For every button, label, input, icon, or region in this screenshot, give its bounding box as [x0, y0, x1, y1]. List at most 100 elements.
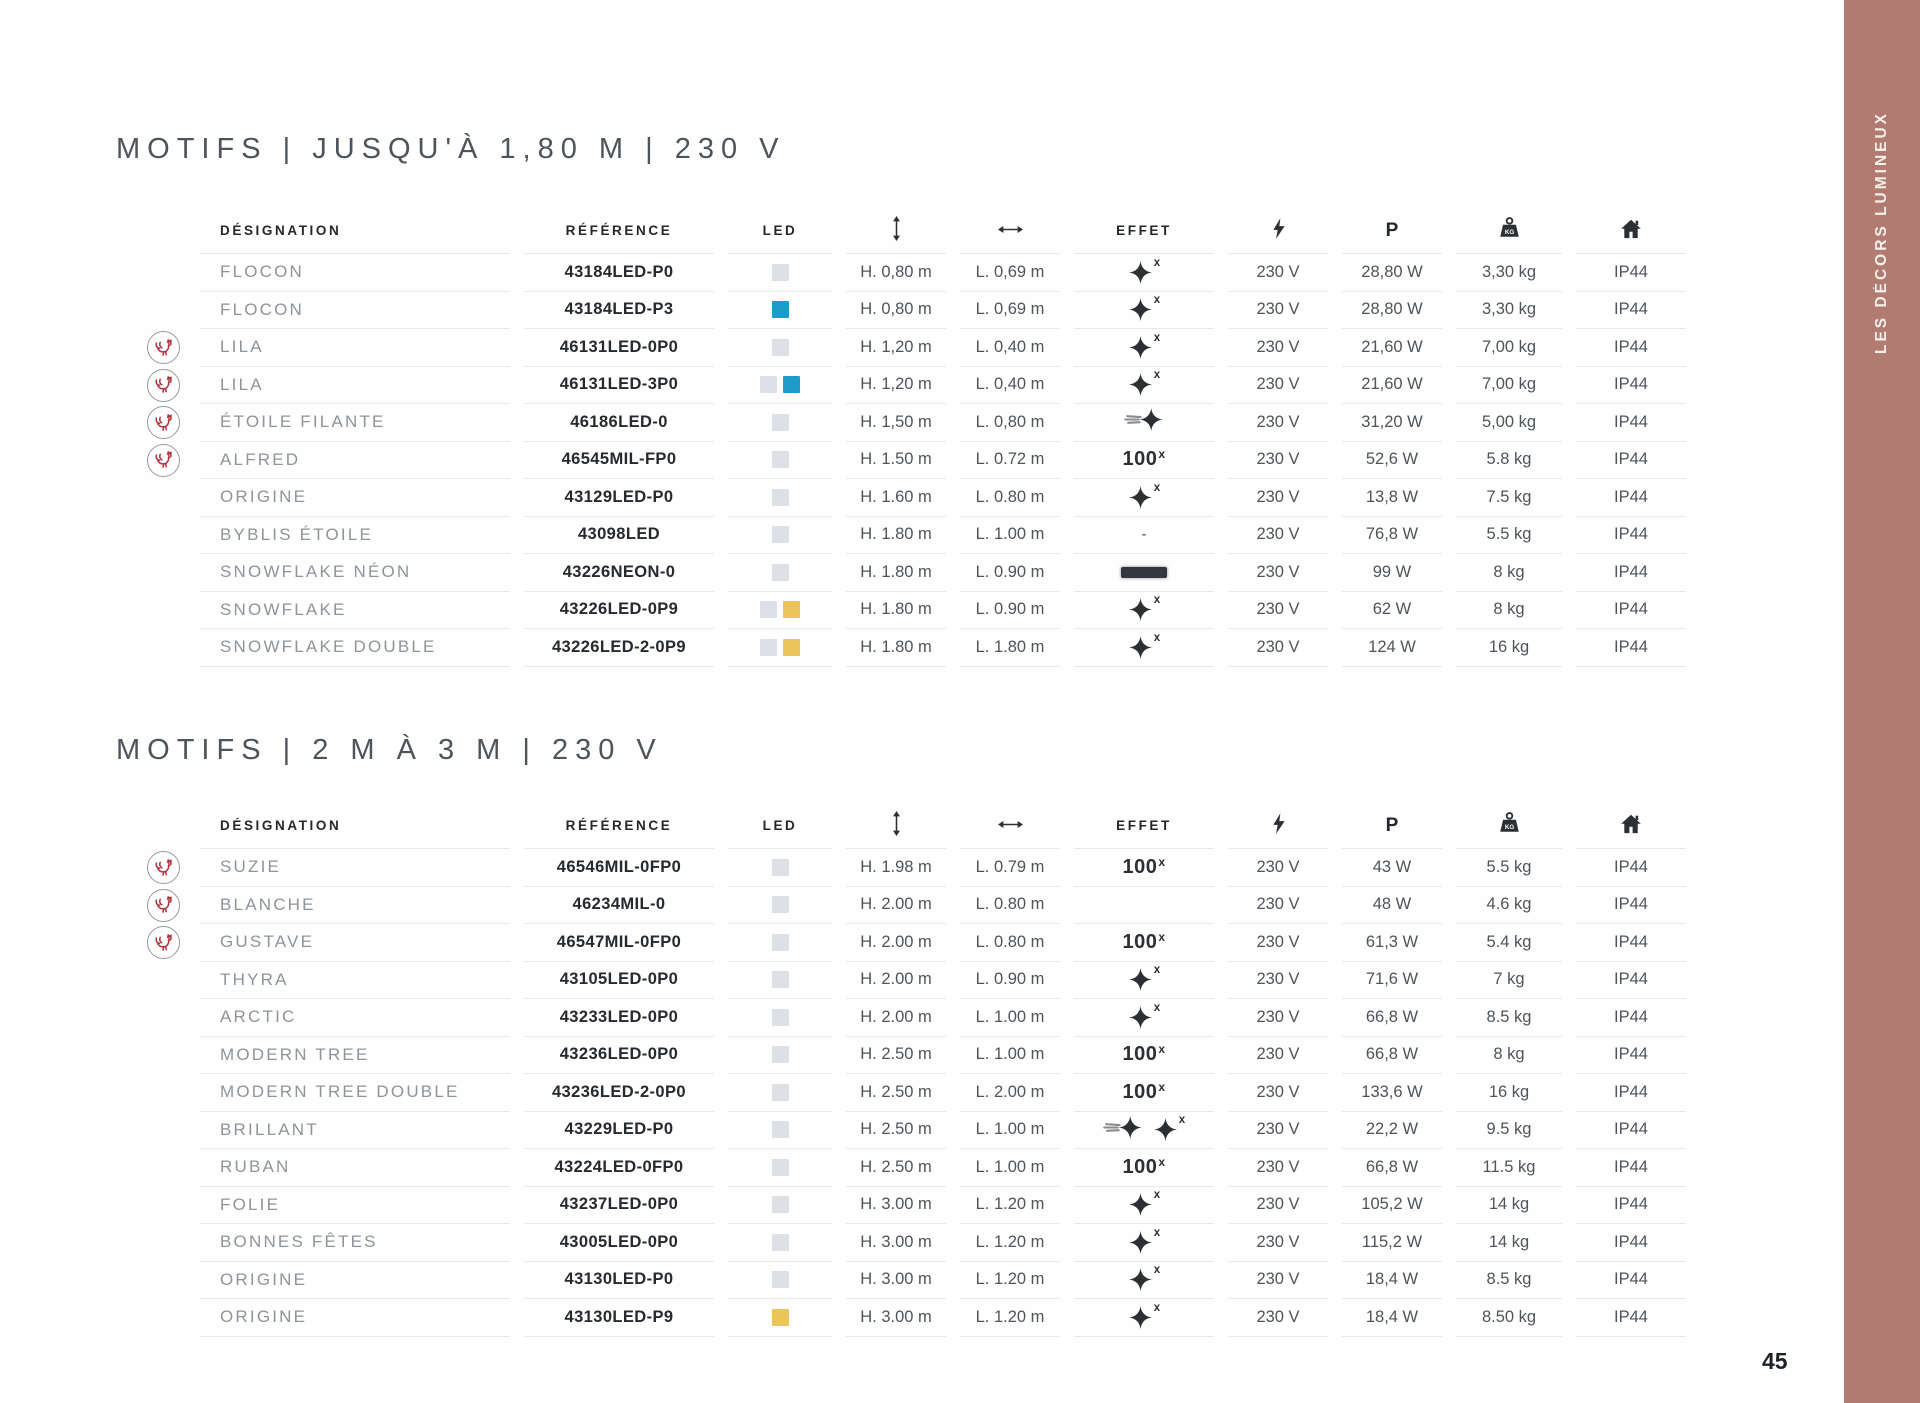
height-column-icon: [891, 215, 902, 246]
led-color-cell: [728, 1299, 832, 1337]
product-effect: x: [1074, 962, 1214, 999]
product-effect: [1074, 404, 1214, 442]
led-gray-swatch: [771, 896, 789, 914]
effect-cell-content: x: [1128, 964, 1160, 992]
effect-cell-content: 100 x: [1122, 1042, 1165, 1066]
twinkle-effect-icon: x: [1128, 257, 1160, 285]
product-designation: ORIGINE: [200, 1262, 510, 1299]
product-weight: 8.5 kg: [1456, 1262, 1562, 1299]
effect-cell-content: x: [1128, 1264, 1160, 1292]
led-gray-swatch: [771, 1271, 789, 1289]
product-width: L. 1.00 m: [960, 517, 1060, 554]
voltage-column-icon: [1228, 803, 1328, 849]
product-weight: 7,00 kg: [1456, 367, 1562, 404]
product-width: L. 0.80 m: [960, 887, 1060, 924]
product-ip-rating: IP44: [1576, 254, 1686, 292]
product-ip-rating: IP44: [1576, 367, 1686, 404]
table-row: ARCTIC 43233LED-0P0 H. 2.00 m L. 1.00 m x 230…: [140, 999, 1686, 1037]
led-gray-swatch: [771, 1046, 789, 1064]
product-voltage: 230 V: [1228, 924, 1328, 962]
weight-column-icon: KG: [1496, 811, 1523, 841]
product-height: H. 2.50 m: [846, 1074, 946, 1112]
product-reference: 43236LED-0P0: [524, 1037, 714, 1074]
led-blue-swatch: [783, 376, 800, 394]
table-row: BRILLANT 43229LED-P0 H. 2.50 m L. 1.00 m x 23…: [140, 1112, 1686, 1149]
table-row: FOLIE 43237LED-0P0 H. 3.00 m L. 1.20 m x 230 …: [140, 1187, 1686, 1224]
weight-column-icon: KG: [1496, 216, 1523, 246]
led-color-cell: [728, 479, 832, 517]
product-designation: LILA: [200, 367, 510, 404]
height-column-icon: [846, 803, 946, 849]
twinkle-multiplier: x: [1178, 1114, 1186, 1127]
made-in-france-rooster-icon: [146, 851, 180, 885]
led-color-cell: [728, 924, 832, 962]
comet-effect-icon: [1102, 1115, 1143, 1145]
product-effect: x: [1074, 479, 1214, 517]
twinkle-multiplier: x: [1153, 369, 1161, 382]
product-height: H. 3.00 m: [846, 1187, 946, 1224]
effect-cell-content: x: [1128, 257, 1160, 285]
product-effect: x: [1074, 292, 1214, 329]
effect-cell-content: x: [1128, 1002, 1160, 1030]
product-voltage: 230 V: [1228, 629, 1328, 667]
product-effect: x: [1074, 254, 1214, 292]
led-gray-swatch: [771, 413, 789, 431]
products-table-motifs-small: DÉSIGNATION RÉFÉRENCE LED EFFET P KG FLOCON 431…: [140, 208, 1686, 667]
made-in-france-rooster-icon: [146, 331, 180, 365]
effect-100x-multiplier: x: [1158, 447, 1166, 462]
led-gray-swatch: [760, 601, 777, 619]
product-ip-rating: IP44: [1576, 1299, 1686, 1337]
product-width: L. 0,69 m: [960, 292, 1060, 329]
twinkle-effect-icon: x: [1128, 1002, 1160, 1030]
effect-100x: 100 x: [1122, 855, 1165, 879]
voltage-column-icon: [1271, 812, 1286, 840]
product-voltage: 230 V: [1228, 999, 1328, 1037]
product-designation: SNOWFLAKE NÉON: [200, 554, 510, 592]
product-effect: 100 x: [1074, 1149, 1214, 1187]
twinkle-effect-icon: x: [1128, 594, 1160, 622]
led-gray-swatch: [771, 451, 789, 469]
product-power: 18,4 W: [1342, 1262, 1442, 1299]
product-ip-rating: IP44: [1576, 629, 1686, 667]
led-yellow-swatch: [783, 601, 800, 619]
product-designation: MODERN TREE: [200, 1037, 510, 1074]
led-gray-swatch: [771, 338, 789, 356]
product-effect: x: [1074, 1112, 1214, 1149]
product-height: H. 2.50 m: [846, 1149, 946, 1187]
product-power: 66,8 W: [1342, 1037, 1442, 1074]
effect-100x-label: 100: [1122, 1155, 1158, 1178]
led-color-cell: [728, 592, 832, 629]
product-width: L. 0.90 m: [960, 962, 1060, 999]
led-gray-swatch: [760, 638, 777, 656]
led-color-cell: [728, 367, 832, 404]
product-weight: 8.5 kg: [1456, 999, 1562, 1037]
product-power: 71,6 W: [1342, 962, 1442, 999]
made-in-france-rooster-icon: [146, 406, 180, 440]
table-row: GUSTAVE 46547MIL-0FP0 H. 2.00 m L. 0.80 m 10…: [140, 924, 1686, 962]
table-row: SNOWFLAKE NÉON 43226NEON-0 H. 1.80 m L. 0.9…: [140, 554, 1686, 592]
effect-100x-multiplier: x: [1158, 929, 1166, 944]
product-voltage: 230 V: [1228, 1112, 1328, 1149]
column-header-reference: RÉFÉRENCE: [524, 803, 714, 849]
product-reference: 43233LED-0P0: [524, 999, 714, 1037]
product-ip-rating: IP44: [1576, 1149, 1686, 1187]
product-width: L. 0,80 m: [960, 404, 1060, 442]
product-ip-rating: IP44: [1576, 404, 1686, 442]
product-height: H. 1.80 m: [846, 629, 946, 667]
product-weight: 3,30 kg: [1456, 292, 1562, 329]
product-voltage: 230 V: [1228, 254, 1328, 292]
effect-100x-label: 100: [1122, 1043, 1158, 1066]
product-effect: x: [1074, 629, 1214, 667]
product-weight: 16 kg: [1456, 1074, 1562, 1112]
product-voltage: 230 V: [1228, 292, 1328, 329]
product-power: 66,8 W: [1342, 999, 1442, 1037]
product-weight: 8.50 kg: [1456, 1299, 1562, 1337]
effect-100x: 100 x: [1122, 929, 1166, 954]
product-weight: 5.5 kg: [1456, 849, 1562, 887]
product-power: 124 W: [1342, 629, 1442, 667]
product-designation: MODERN TREE DOUBLE: [200, 1074, 510, 1112]
product-ip-rating: IP44: [1576, 1224, 1686, 1262]
product-reference: 43005LED-0P0: [524, 1224, 714, 1262]
twinkle-multiplier: x: [1153, 1301, 1161, 1314]
product-weight: 11.5 kg: [1456, 1149, 1562, 1187]
